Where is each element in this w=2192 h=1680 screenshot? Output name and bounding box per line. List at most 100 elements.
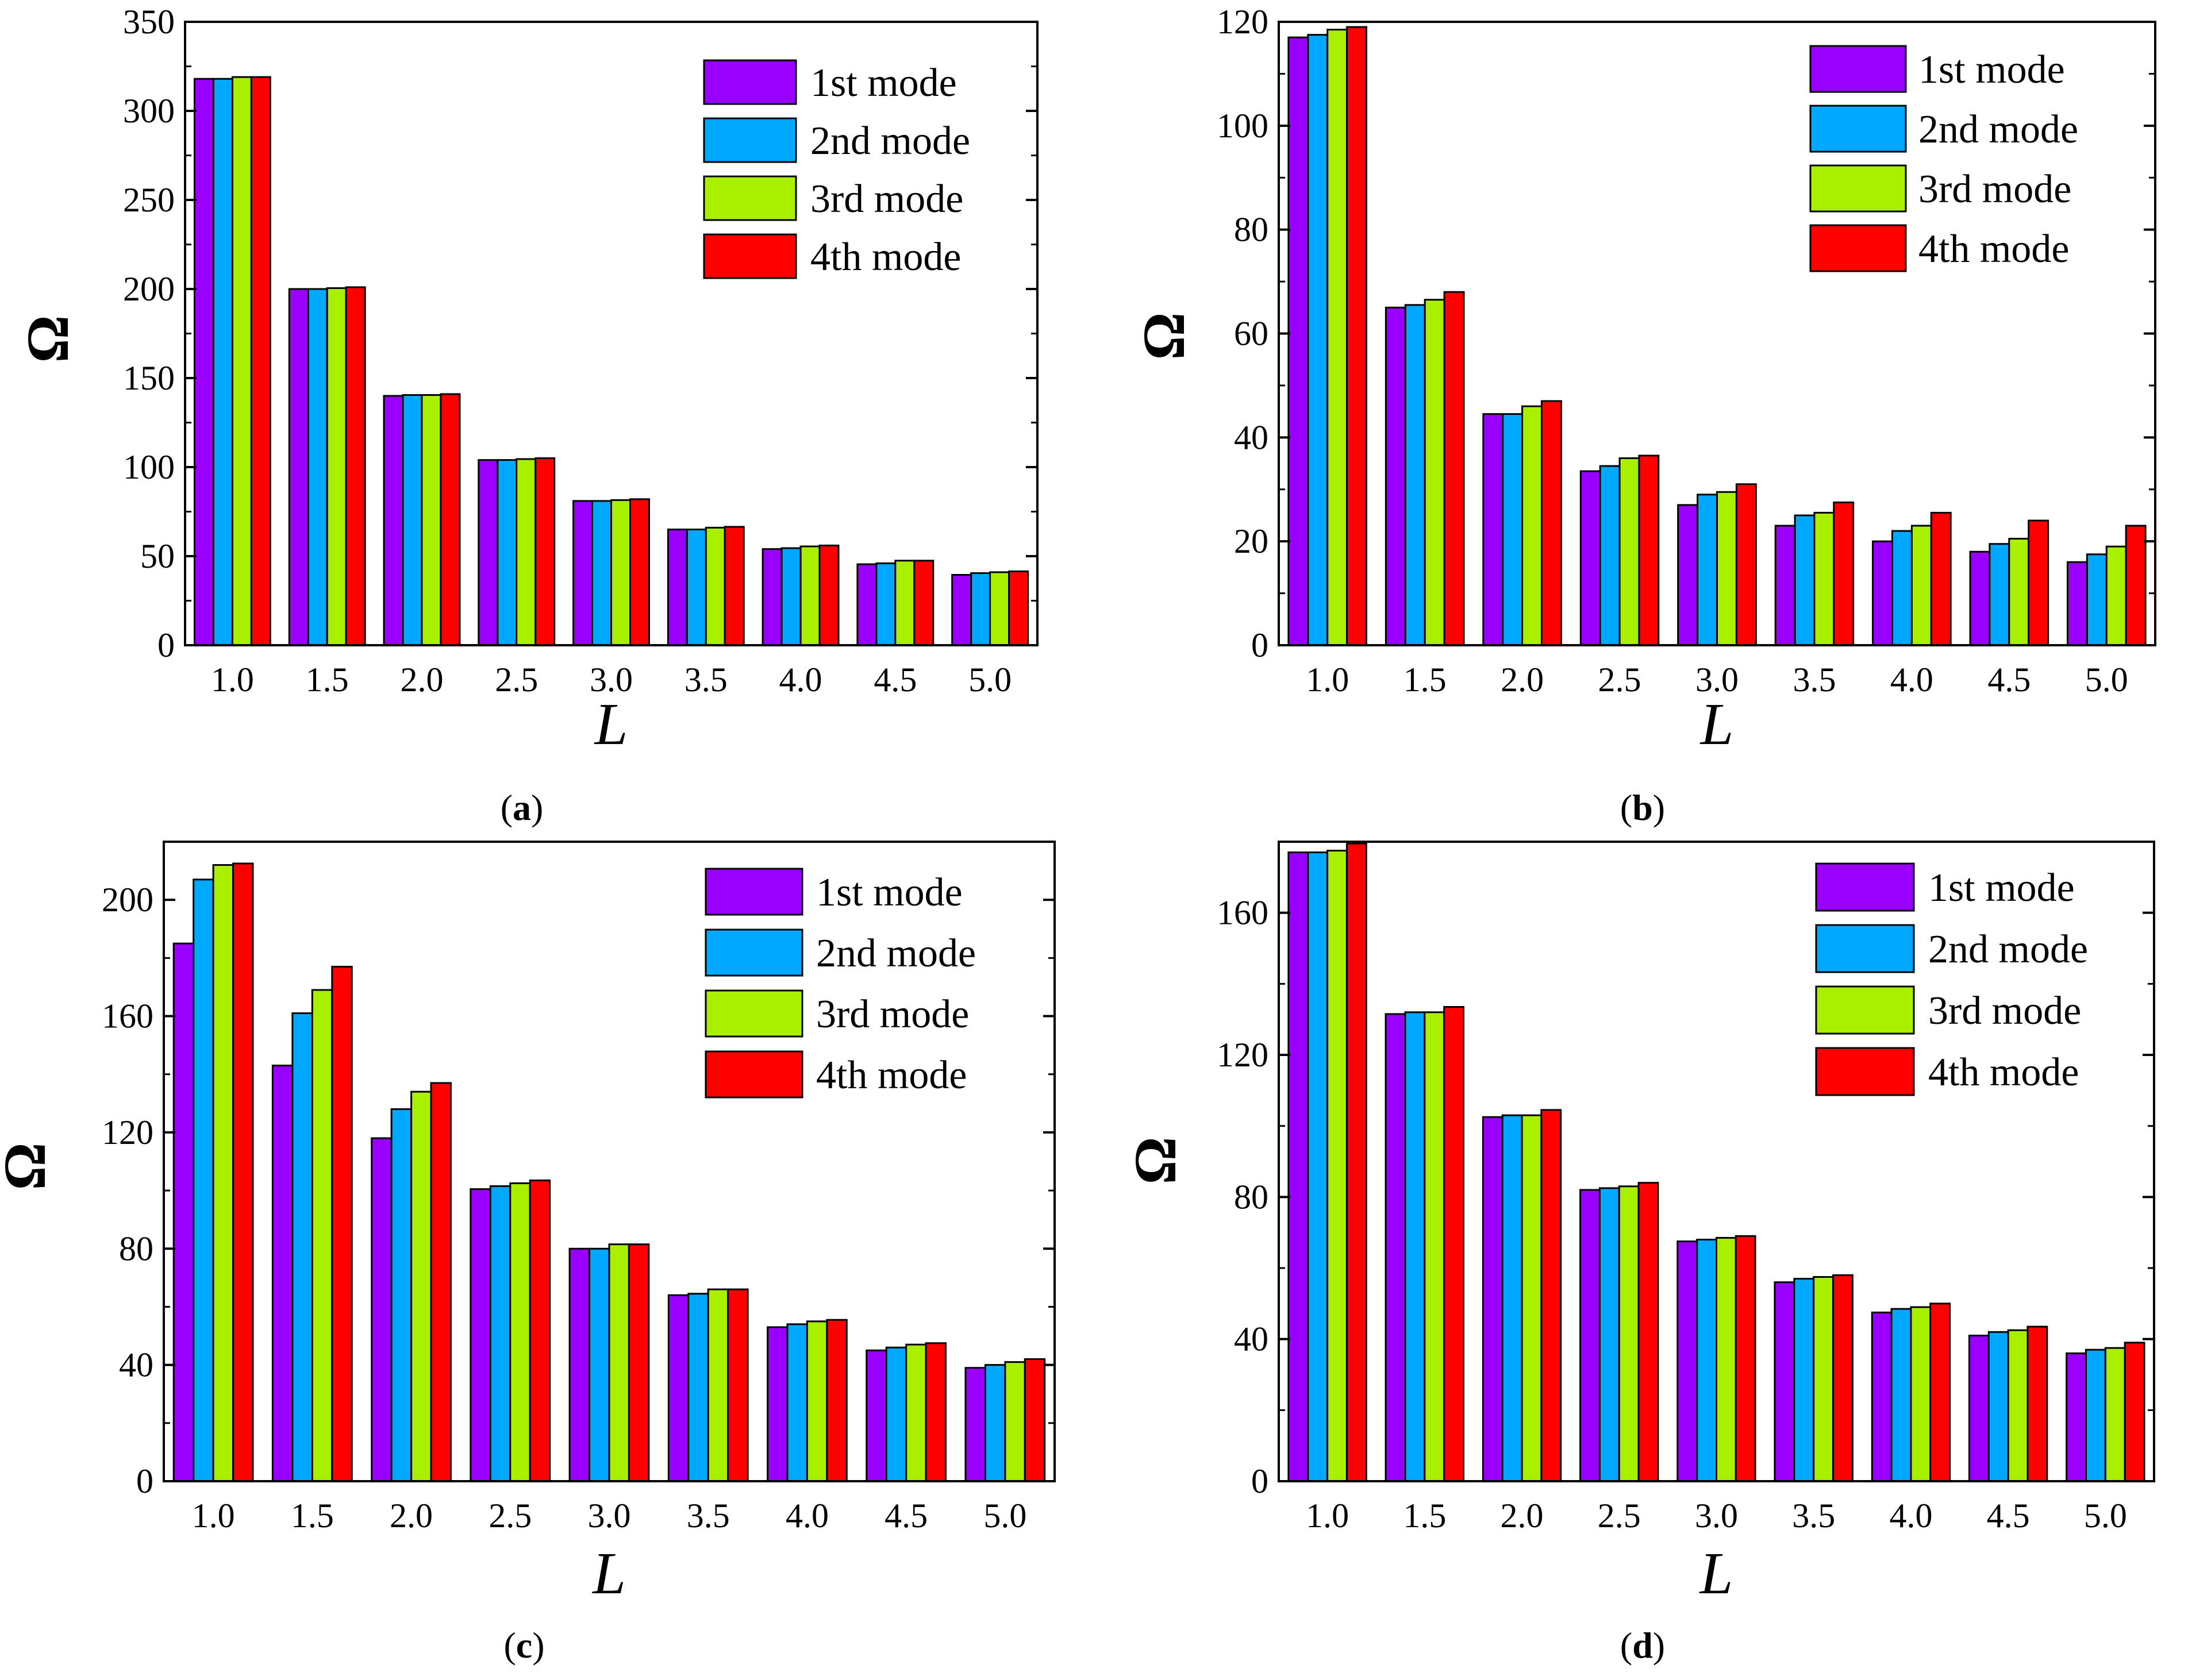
bar-c-3-2.5 (509, 1182, 531, 1482)
bar-a-1-3.0 (572, 500, 594, 646)
panel-b: 0 20 40 60 80 100 120 1.0 1.5 2.0 2.5 3.0 3.5 4.0 4.5 5… (1131, 3, 2156, 828)
y-axis-title-b: Ω (1131, 312, 1197, 360)
bar-a-1-2.5 (478, 459, 499, 646)
bar-c-2-1.5 (291, 1012, 313, 1482)
x-tick-label-c-1.5: 1.5 (291, 1497, 334, 1535)
y-tick-label-a-350: 350 (123, 3, 175, 41)
x-tick-label-d-3.0: 3.0 (1695, 1497, 1738, 1535)
bar-c-3-3.0 (608, 1243, 630, 1482)
bar-c-3-4.0 (806, 1320, 828, 1482)
y-tick-label-b-100: 100 (1217, 107, 1268, 145)
legend-label-a-4: 4th mode (810, 235, 961, 279)
bar-b-2-3.5 (1794, 514, 1816, 646)
legend-swatch-a-1 (703, 59, 797, 105)
bar-a-1-3.5 (667, 529, 688, 646)
y-tick-label-a-300: 300 (123, 92, 175, 130)
bar-a-2-4.5 (875, 562, 897, 646)
legend-label-d-1: 1st mode (1928, 866, 2075, 910)
bar-a-4-3.0 (629, 498, 650, 646)
bar-b-3-1.0 (1326, 29, 1348, 646)
caption-letter-c: c (516, 1625, 532, 1666)
legend-swatch-d-2 (1815, 924, 1915, 973)
x-axis-title-a: L (594, 691, 628, 757)
y-tick-label-c-200: 200 (102, 881, 153, 919)
bar-d-2-4.5 (1987, 1331, 2009, 1482)
bar-b-1-2.5 (1579, 470, 1601, 646)
bar-d-1-3.0 (1676, 1240, 1698, 1482)
bar-d-4-1.0 (1346, 842, 1367, 1482)
x-tick-label-a-5.0: 5.0 (968, 661, 1012, 699)
x-tick-label-b-1.0: 1.0 (1306, 661, 1349, 699)
bar-c-3-3.5 (707, 1288, 729, 1482)
y-tick-label-d-80: 80 (1234, 1178, 1268, 1216)
bar-b-4-2.5 (1638, 454, 1660, 646)
x-tick-label-d-2.0: 2.0 (1501, 1497, 1544, 1535)
bar-d-4-2.0 (1540, 1109, 1562, 1482)
panel-a: 0 50 100 150 200 250 300 350 1.0 1.5 2.0 2.5 3.0 3.5 4… (15, 3, 1039, 828)
bar-c-3-5.0 (1004, 1361, 1026, 1482)
bar-c-1-4.0 (767, 1326, 789, 1482)
bar-a-1-2.0 (383, 395, 404, 646)
legend-label-d-2: 2nd mode (1928, 927, 2088, 972)
x-tick-label-b-4.0: 4.0 (1890, 661, 1933, 699)
bar-c-1-1.5 (271, 1065, 294, 1482)
y-tick-label-a-0: 0 (157, 626, 175, 664)
legend-swatch-d-3 (1815, 985, 1915, 1035)
x-tick-label-c-4.0: 4.0 (786, 1497, 829, 1535)
x-axis-title-d: L (1699, 1540, 1733, 1606)
bar-c-4-3.5 (727, 1288, 749, 1482)
bar-a-2-3.5 (686, 529, 707, 646)
y-axis-title-a: Ω (15, 315, 81, 363)
bar-d-4-1.5 (1443, 1006, 1464, 1482)
bar-a-2-1.0 (212, 78, 233, 646)
y-tick-label-b-60: 60 (1234, 315, 1268, 353)
bar-d-1-4.0 (1871, 1311, 1893, 1482)
bar-b-3-1.5 (1424, 299, 1445, 646)
legend-label-b-2: 2nd mode (1918, 107, 2078, 152)
bar-a-4-5.0 (1008, 570, 1029, 646)
x-tick-label-b-5.0: 5.0 (2085, 661, 2128, 699)
bar-c-2-4.0 (786, 1323, 808, 1482)
bar-b-3-3.0 (1716, 491, 1737, 646)
caption-letter-a: a (513, 787, 531, 828)
y-tick-label-d-160: 160 (1217, 894, 1268, 932)
bar-d-3-4.0 (1910, 1306, 1932, 1482)
bar-a-3-1.5 (326, 287, 347, 646)
legend-swatch-b-1 (1809, 45, 1907, 93)
bar-d-1-1.5 (1385, 1013, 1406, 1482)
bar-b-3-2.5 (1618, 457, 1640, 646)
bar-c-2-2.0 (390, 1108, 412, 1482)
legend-label-c-3: 3rd mode (816, 992, 969, 1036)
legend-label-a-1: 1st mode (810, 61, 957, 105)
bar-b-1-5.0 (2067, 561, 2088, 646)
bar-c-4-4.5 (925, 1342, 947, 1482)
caption-letter-b: b (1632, 787, 1653, 828)
bar-b-2-4.5 (1989, 543, 2010, 646)
bar-a-2-4.0 (780, 547, 802, 646)
bar-c-4-2.5 (529, 1179, 551, 1482)
bar-b-4-3.5 (1833, 501, 1855, 646)
x-tick-label-c-3.0: 3.0 (588, 1497, 631, 1535)
x-tick-label-c-1.0: 1.0 (192, 1497, 235, 1535)
y-axis-title-c: Ω (0, 1142, 58, 1190)
bar-a-4-1.5 (345, 286, 366, 646)
bar-c-1-2.0 (371, 1137, 393, 1482)
bar-b-4-2.0 (1541, 400, 1562, 646)
caption-close-d: ) (1653, 1625, 1665, 1666)
y-axis-title-d: Ω (1122, 1136, 1189, 1184)
y-tick-label-c-0: 0 (136, 1462, 153, 1500)
x-tick-label-b-3.0: 3.0 (1695, 661, 1739, 699)
bar-c-3-1.5 (311, 989, 333, 1482)
legend-label-b-1: 1st mode (1918, 48, 2065, 92)
caption-open-c: ( (503, 1625, 516, 1666)
bar-b-1-4.5 (1969, 550, 1991, 646)
bar-d-3-3.5 (1813, 1276, 1834, 1482)
x-tick-label-b-4.5: 4.5 (1987, 661, 2031, 699)
bar-d-2-4.0 (1890, 1308, 1912, 1482)
bar-b-2-3.0 (1697, 494, 1718, 646)
x-tick-label-d-1.0: 1.0 (1306, 1497, 1349, 1535)
bar-a-2-1.5 (307, 288, 328, 646)
bar-b-4-1.5 (1443, 291, 1465, 646)
legend-label-c-1: 1st mode (816, 870, 963, 915)
bar-c-4-5.0 (1024, 1358, 1046, 1482)
